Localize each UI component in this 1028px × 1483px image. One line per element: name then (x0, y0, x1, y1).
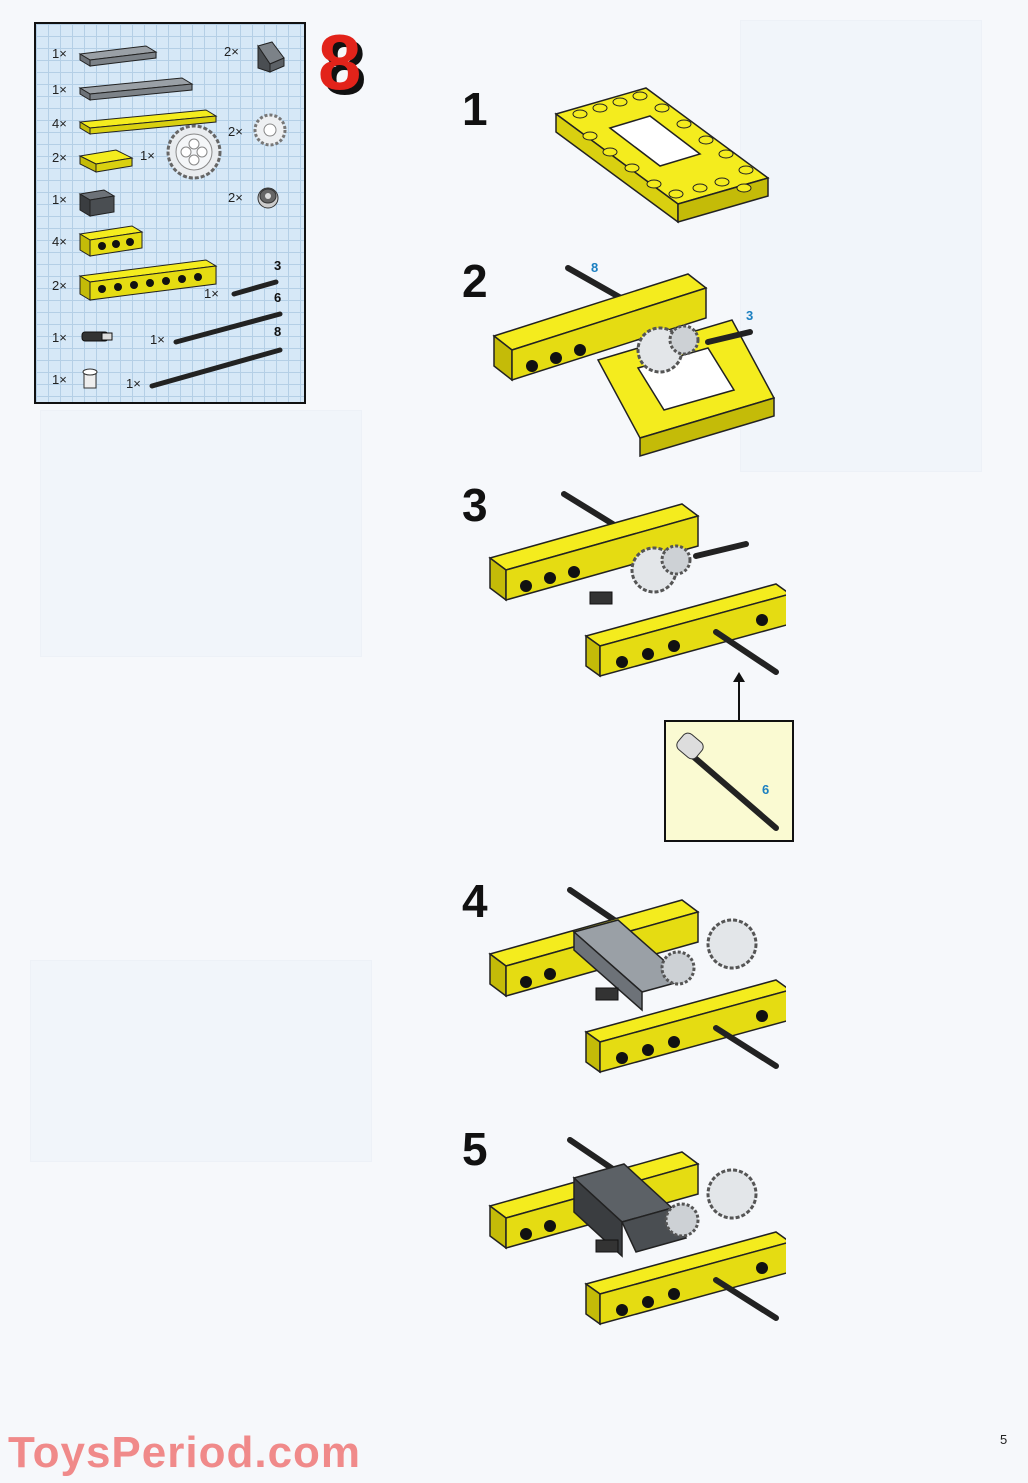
axle-length-label: 6 (274, 290, 281, 305)
callout-arrow (733, 672, 745, 720)
parts-list-panel: 1× 1× 4× 2× 1× 4× 2× 1× 1× (34, 22, 306, 404)
large-gear-part (166, 124, 222, 180)
axle-8-part (149, 347, 283, 389)
parts-qty: 1× (52, 192, 67, 207)
step-4-illustration (488, 887, 786, 1074)
parts-qty: 1× (140, 148, 155, 163)
parts-qty: 4× (52, 116, 67, 131)
axle-length-label: 8 (274, 324, 281, 339)
parts-qty: 2× (228, 124, 243, 139)
step-number-4: 4 (462, 875, 488, 927)
parts-qty: 1× (52, 82, 67, 97)
page-number: 5 (1000, 1432, 1008, 1447)
parts-qty: 2× (224, 44, 239, 59)
step-number-1: 1 (462, 83, 488, 135)
axle-3-part (231, 279, 279, 297)
grey-brick-1x2-part (78, 189, 116, 217)
ghost-panel (40, 410, 362, 657)
axle-length-label: 3 (274, 258, 281, 273)
parts-qty: 4× (52, 234, 67, 249)
parts-qty: 1× (126, 376, 141, 391)
axle-callout-box: 6 (664, 720, 794, 842)
step-number-3: 3 (462, 479, 488, 531)
step-number-2: 2 (462, 255, 488, 307)
parts-qty: 1× (52, 46, 67, 61)
grey-plate-1x4-part (78, 45, 158, 67)
parts-qty: 2× (52, 150, 67, 165)
parts-qty: 2× (52, 278, 67, 293)
set-number-badge: 8 (318, 18, 362, 106)
connector-peg-part (81, 331, 113, 342)
ghost-panel (30, 960, 372, 1162)
parts-list-drawing: 1× 1× 4× 2× 1× 4× 2× 1× 1× (52, 41, 287, 391)
step-number-5: 5 (462, 1123, 488, 1175)
axle-label-3: 3 (746, 308, 753, 323)
step-5-illustration (488, 1137, 786, 1326)
yellow-plate-1x8-part (78, 109, 218, 135)
step-3-illustration (488, 491, 786, 678)
step-2-illustration: 8 3 (492, 260, 776, 458)
yellow-technic-brick-1x4-part (78, 225, 144, 257)
parts-qty: 1× (52, 372, 67, 387)
yellow-plate-2x3-part (78, 149, 134, 173)
axle-label-8: 8 (591, 260, 598, 275)
grey-slope-part (257, 41, 285, 73)
parts-qty: 1× (52, 330, 67, 345)
axle-label-6: 6 (762, 782, 769, 797)
yellow-technic-brick-1x8-part (78, 259, 218, 301)
parts-qty: 2× (228, 190, 243, 205)
watermark-text: ToysPeriod.com (8, 1428, 362, 1477)
step-1-illustration (554, 87, 770, 224)
small-gear-part (253, 113, 287, 147)
bush-part (82, 368, 98, 389)
axle-with-bush-illustration: 6 (676, 732, 779, 831)
ghost-panel (740, 20, 982, 472)
axle-6-part (173, 311, 283, 345)
bush-wheel-part (257, 187, 279, 209)
parts-qty: 1× (204, 286, 219, 301)
parts-qty: 1× (150, 332, 165, 347)
grey-plate-1x6-part (78, 77, 194, 101)
